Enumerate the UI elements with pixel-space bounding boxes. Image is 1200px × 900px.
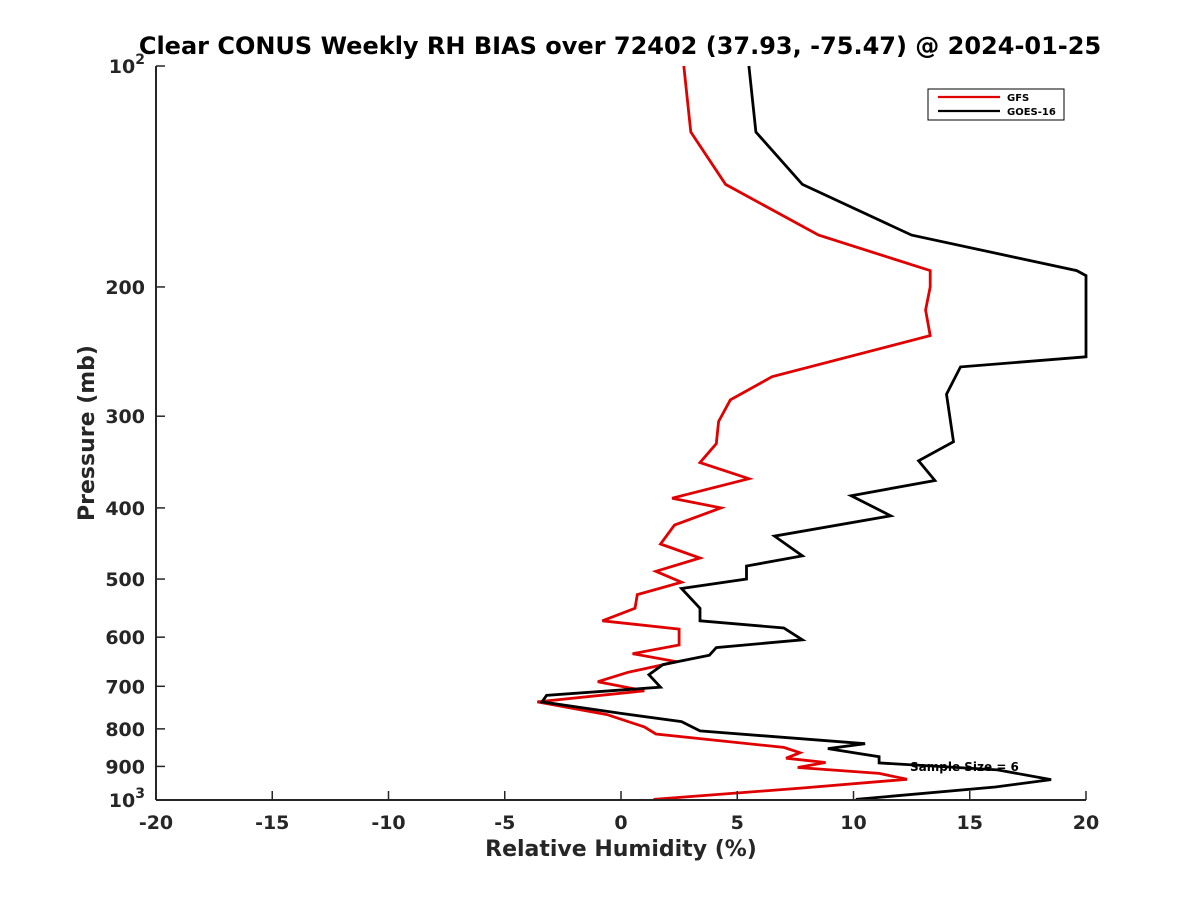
series-line-goes16 [539, 65, 1088, 801]
x-tick-label: 15 [957, 812, 983, 834]
x-tick-label: 0 [614, 812, 627, 834]
y-tick-label: 500 [105, 569, 145, 591]
legend-label-goes16: GOES-16 [1007, 107, 1056, 118]
legend-box [927, 88, 1065, 121]
plot-area [156, 66, 1086, 800]
sample-size-annotation: Sample Size = 6 [910, 760, 1019, 774]
y-ticks: 102 200 300 400 500 600 700 800 900 103 [105, 52, 165, 812]
x-ticks: -20 -15 -10 -5 0 5 10 15 20 [139, 791, 1099, 834]
y-tick-label: 200 [105, 277, 145, 299]
x-tick-label: 20 [1073, 812, 1099, 834]
y-tick-label: 103 [109, 786, 145, 812]
x-tick-label: 5 [731, 812, 744, 834]
y-tick-label: 102 [109, 52, 145, 78]
y-axis-label: Pressure (mb) [75, 345, 100, 521]
x-tick-label: -5 [494, 812, 515, 834]
chart-title: Clear CONUS Weekly RH BIAS over 72402 (3… [139, 32, 1101, 60]
legend: GFS GOES-16 [927, 88, 1065, 121]
y-tick-label: 800 [105, 719, 145, 741]
y-tick-label: 700 [105, 676, 145, 698]
x-tick-label: -20 [139, 812, 173, 834]
y-tick-label: 600 [105, 627, 145, 649]
y-tick-label: 900 [105, 756, 145, 778]
x-tick-label: -15 [255, 812, 289, 834]
legend-label-gfs: GFS [1007, 93, 1029, 104]
y-tick-label: 400 [105, 498, 145, 520]
x-axis-label: Relative Humidity (%) [485, 837, 757, 862]
x-tick-label: -10 [371, 812, 405, 834]
series-layer [537, 65, 1088, 801]
y-tick-label: 300 [105, 406, 145, 428]
series-line-gfs [537, 65, 932, 801]
x-tick-label: 10 [840, 812, 866, 834]
